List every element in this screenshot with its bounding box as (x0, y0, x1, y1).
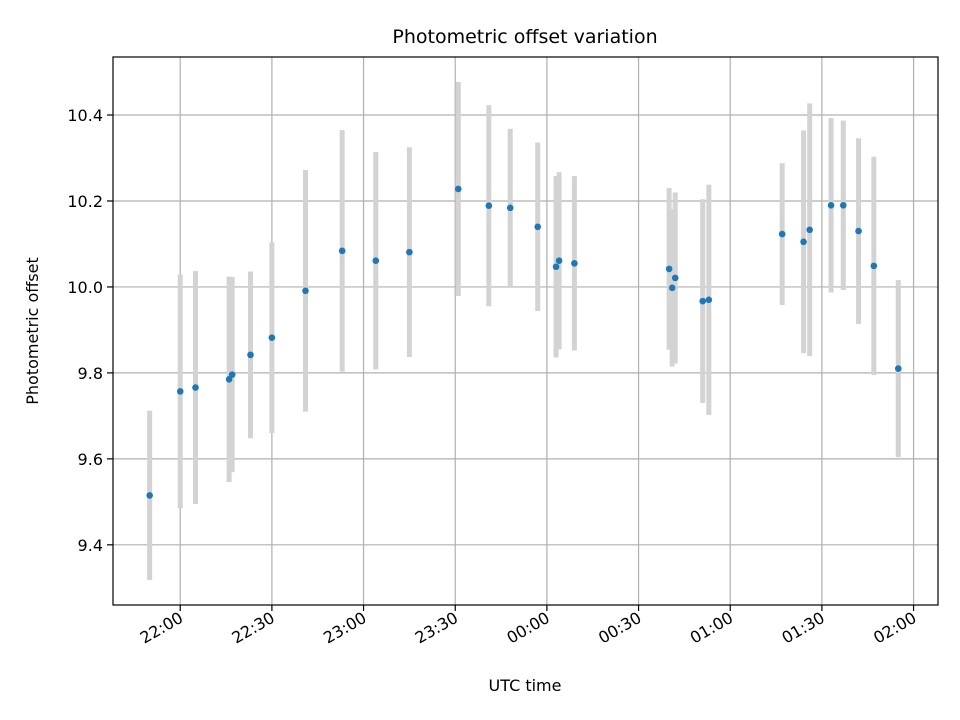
data-point (176, 388, 184, 395)
data-point (671, 274, 679, 282)
data-point (268, 334, 276, 341)
data-point (302, 287, 309, 295)
plot-frame (112, 56, 939, 606)
data-point (192, 384, 199, 391)
y-tick-label: 9.4 (78, 536, 103, 555)
data-point (225, 376, 233, 383)
data-point (228, 371, 236, 378)
data-point (668, 284, 676, 292)
data-point (665, 265, 673, 273)
data-point (454, 185, 462, 193)
data-point (571, 260, 578, 267)
data-point (146, 492, 153, 499)
y-axis-ticks: 9.4 9.6 9.8 10.0 10.2 10.4 (67, 106, 113, 555)
data-point (778, 230, 786, 238)
data-point (870, 262, 878, 270)
data-point (372, 257, 380, 265)
y-tick-label: 10.4 (67, 106, 103, 125)
data-point (247, 351, 254, 359)
data-point (894, 365, 902, 372)
y-tick-label: 10.2 (67, 192, 103, 211)
data-point (827, 201, 835, 209)
grid (113, 57, 938, 605)
data-point (552, 263, 560, 271)
chart-title: Photometric offset variation (392, 26, 657, 48)
data-point (699, 297, 707, 305)
data-point (855, 227, 862, 235)
data-point (705, 296, 713, 304)
y-tick-label: 9.6 (78, 450, 103, 469)
data-point (406, 248, 413, 256)
data-point (800, 238, 807, 246)
data-points (146, 185, 902, 499)
data-point (534, 223, 542, 231)
data-point (485, 202, 493, 210)
data-point (338, 247, 346, 255)
y-axis-label: Photometric offset (23, 257, 42, 405)
x-axis-label: UTC time (489, 676, 562, 695)
data-point (839, 201, 847, 209)
data-point (806, 226, 813, 234)
data-point (555, 257, 563, 265)
y-tick-label: 10.0 (67, 278, 103, 297)
y-tick-label: 9.8 (78, 364, 103, 383)
data-point (506, 204, 514, 212)
